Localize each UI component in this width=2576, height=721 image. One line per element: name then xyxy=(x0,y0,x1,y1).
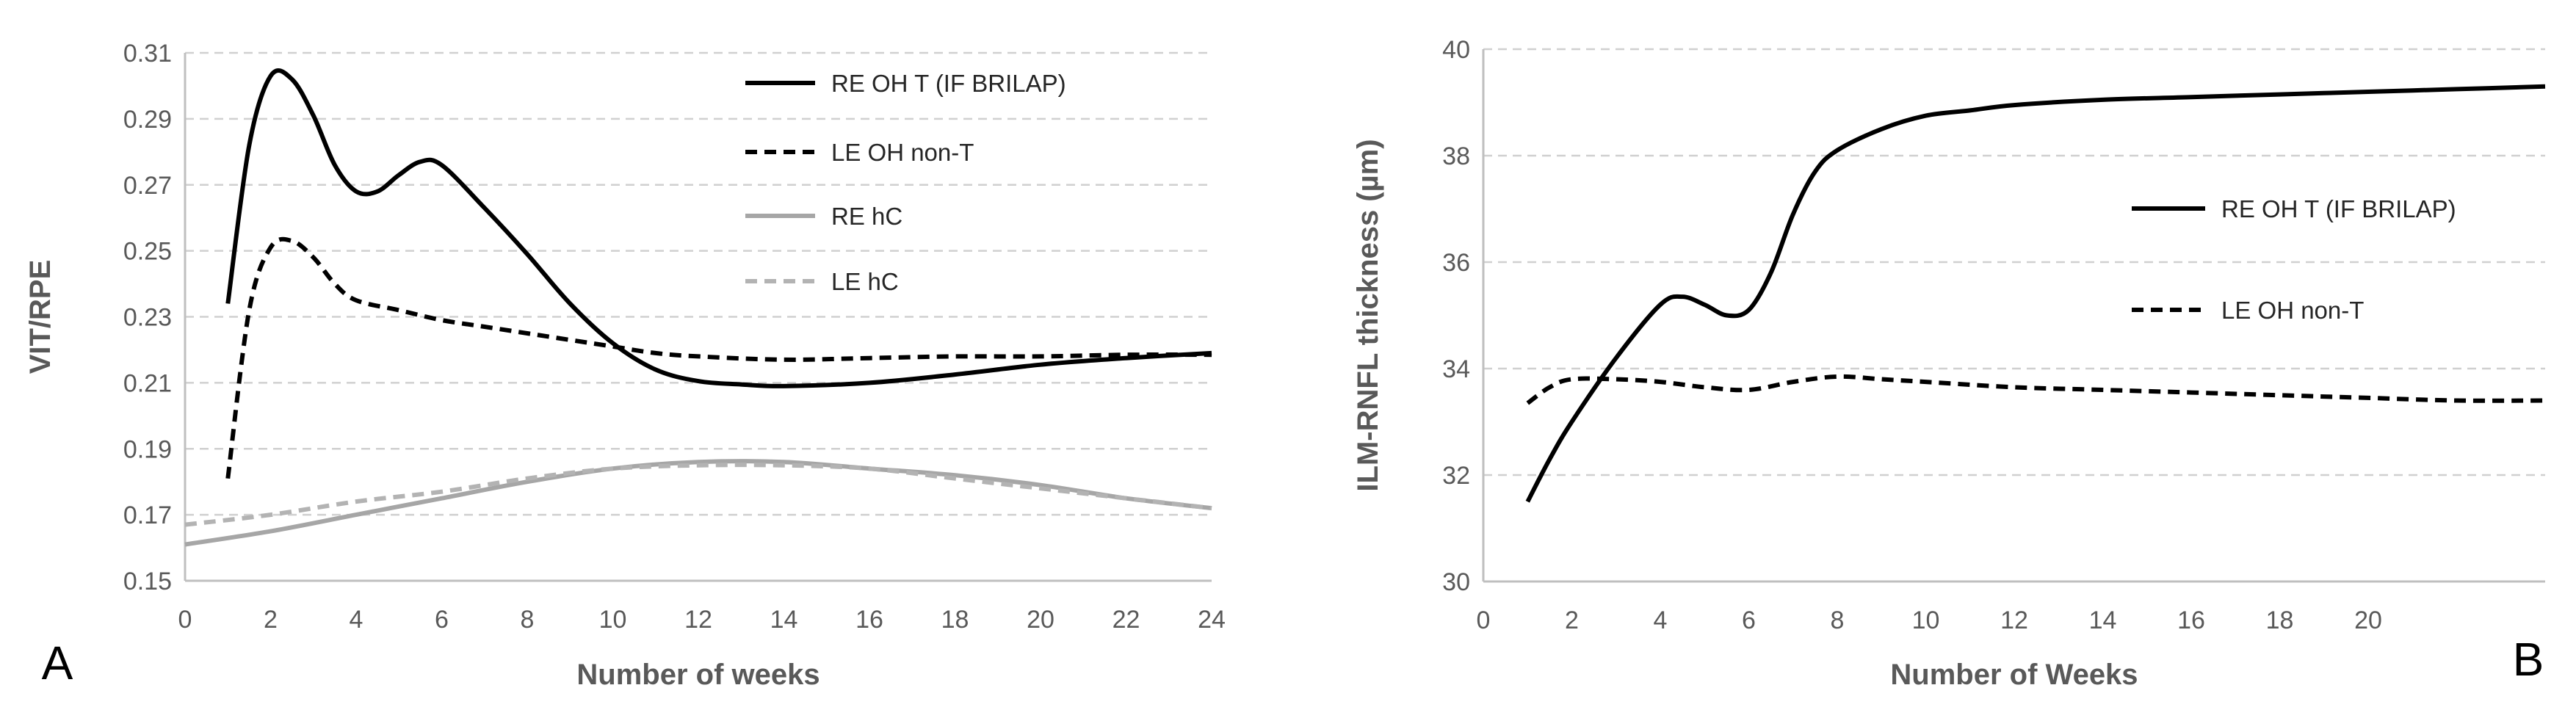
panel-a-x-tick-label: 8 xyxy=(521,606,535,634)
panel-b-y-tick-label: 30 xyxy=(1442,568,1470,596)
panel-a-x-tick-label: 18 xyxy=(941,606,969,634)
panel-a-y-tick-label: 0.21 xyxy=(123,369,172,397)
chart-panel-a: 0.150.170.190.210.230.250.270.290.310 2 4 6… xyxy=(24,40,1226,691)
panel-a-y-axis-title: VIT/RPE xyxy=(24,260,57,374)
panel-b-x-tick-label: 14 xyxy=(2089,606,2117,634)
panel-b-y-tick-label: 38 xyxy=(1442,142,1470,170)
panel-a-y-tick-label: 0.17 xyxy=(123,501,172,529)
panel-b-x-tick-label: 10 xyxy=(1912,606,1940,634)
panel-b-y-tick-label: 32 xyxy=(1442,462,1470,490)
panel-b-x-axis-title: Number of Weeks xyxy=(1890,659,2138,691)
panel-a-legend-label: LE hC xyxy=(831,268,899,295)
panel-a-y-tick-label: 0.23 xyxy=(123,304,172,332)
panel-a-x-tick-label: 22 xyxy=(1112,606,1140,634)
panel-b-x-tick-label: 12 xyxy=(2000,606,2028,634)
panel-b-label: B xyxy=(2513,633,2544,686)
panel-b-x-tick-label: 4 xyxy=(1654,606,1668,634)
panel-a-x-tick-label: 0 xyxy=(178,606,192,634)
panel-a-legend-label: RE hC xyxy=(831,203,902,230)
panel-b-y-tick-label: 40 xyxy=(1442,36,1470,64)
panel-b-y-axis-title: ILM-RNFL thickness (µm) xyxy=(1352,139,1384,491)
panel-b-y-tick-label: 36 xyxy=(1442,249,1470,277)
panel-a-legend-label: LE OH non-T xyxy=(831,139,974,166)
panel-a-x-tick-label: 20 xyxy=(1027,606,1054,634)
panel-a-x-tick-label: 16 xyxy=(855,606,883,634)
panel-a-series-line-3 xyxy=(184,459,1212,547)
panel-a-series-line-1 xyxy=(225,68,1212,388)
panel-a-x-tick-label: 12 xyxy=(684,606,712,634)
panel-b-legend-label: RE OH T (IF BRILAP) xyxy=(2221,195,2456,222)
panel-b-x-tick-label: 8 xyxy=(1831,606,1845,634)
panel-b-x-tick-label: 2 xyxy=(1565,606,1579,634)
panel-b-legend-label: LE OH non-T xyxy=(2221,297,2364,324)
panel-b-x-tick-label: 16 xyxy=(2177,606,2205,634)
panel-a-x-tick-label: 24 xyxy=(1198,606,1226,634)
panel-a-y-tick-label: 0.19 xyxy=(123,435,172,463)
chart-panel-b: 30 32 34 36 38 40 0 2 4 6 8 10 12 14 16 18 20 Number of W… xyxy=(1352,36,2546,691)
panel-a-x-tick-label: 2 xyxy=(264,606,278,634)
panel-b-series-line-1 xyxy=(1525,84,2546,503)
panel-a-x-axis-title: Number of weeks xyxy=(576,659,820,691)
panel-b-series-line-2 xyxy=(1526,374,2546,405)
panel-a-y-tick-label: 0.25 xyxy=(123,238,172,266)
panel-a-x-tick-label: 10 xyxy=(599,606,627,634)
panel-b-y-tick-label: 34 xyxy=(1442,355,1470,383)
panel-a-y-tick-label: 0.15 xyxy=(123,568,172,595)
panel-a-x-tick-label: 4 xyxy=(350,606,363,634)
panel-a-x-tick-label: 14 xyxy=(770,606,798,634)
panel-a-y-tick-label: 0.31 xyxy=(123,40,172,68)
panel-a-series-line-2 xyxy=(225,236,1212,479)
panel-a-legend-label: RE OH T (IF BRILAP) xyxy=(831,70,1066,97)
panel-b-x-tick-label: 20 xyxy=(2354,606,2382,634)
panel-b-x-tick-label: 6 xyxy=(1742,606,1756,634)
panel-a-series-line-4 xyxy=(184,463,1212,527)
panel-a-y-tick-label: 0.29 xyxy=(123,106,172,134)
panel-a-y-tick-label: 0.27 xyxy=(123,172,172,200)
panel-b-x-tick-label: 0 xyxy=(1477,606,1491,634)
panel-a-label: A xyxy=(42,637,73,689)
panel-a-x-tick-label: 6 xyxy=(435,606,449,634)
panel-b-x-tick-label: 18 xyxy=(2266,606,2294,634)
